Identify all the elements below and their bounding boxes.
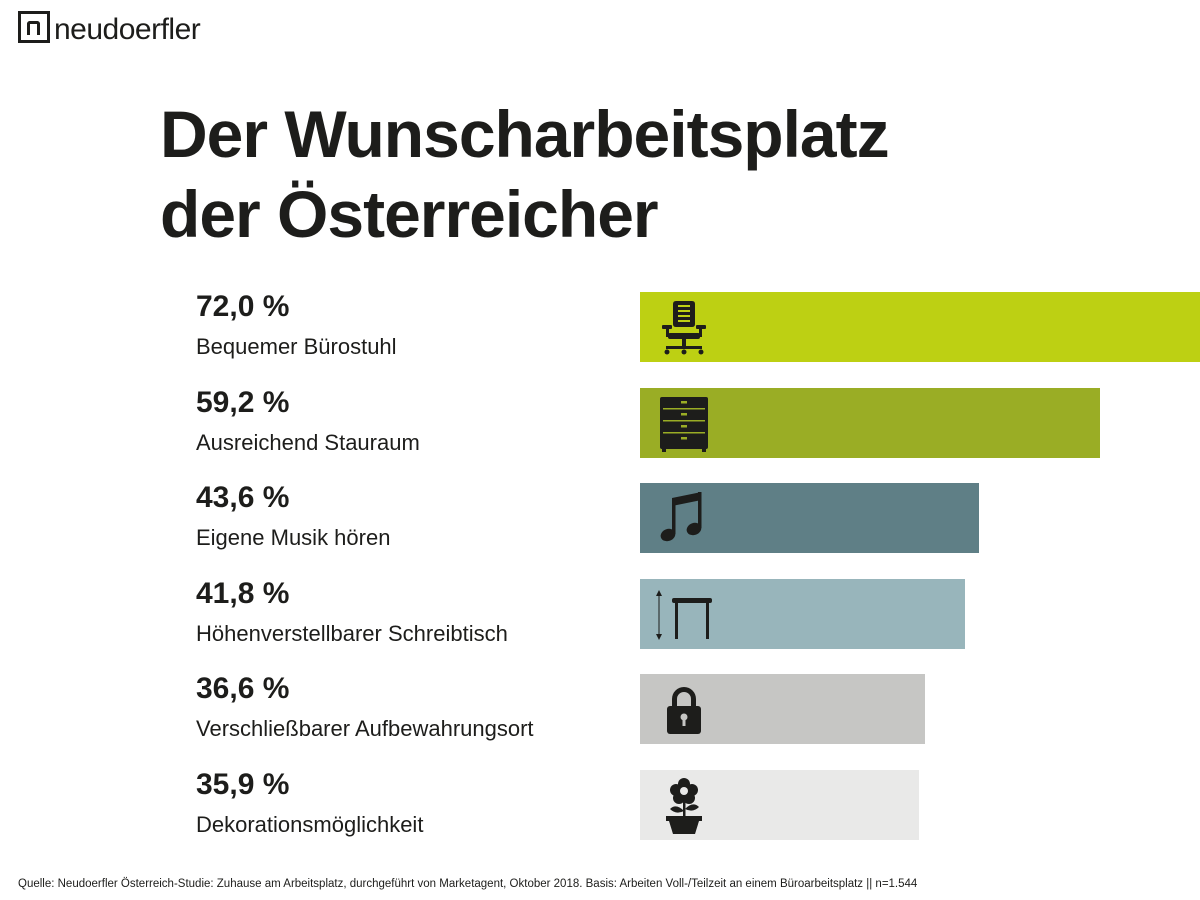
brand-logo: neudoerfler	[18, 8, 201, 46]
logo-text: neudoerfler	[54, 13, 201, 46]
bar-value-label: 59,2 %	[196, 385, 290, 419]
bar-category-label: Verschließbarer Aufbewahrungsort	[196, 716, 534, 741]
bar-category-label: Bequemer Bürostuhl	[196, 334, 397, 359]
bar-category-label: Höhenverstellbarer Schreibtisch	[196, 620, 508, 646]
bar-row: 59,2 % Ausreichend Stauraum	[0, 385, 1200, 468]
drawer-cabinet-icon	[660, 396, 708, 452]
chart-title-line-2: der Österreicher	[160, 177, 659, 251]
bar	[640, 387, 1100, 458]
padlock-icon	[667, 687, 701, 734]
bar	[640, 292, 1200, 362]
bar	[640, 483, 979, 553]
bar	[640, 769, 919, 840]
source-note: Quelle: Neudoerfler Österreich-Studie: Z…	[18, 878, 918, 890]
bar-category-label: Eigene Musik hören	[196, 525, 391, 550]
bar-row: 36,6 % Verschließbarer Aufbewahrungsort	[0, 672, 1200, 754]
office-chair-icon	[662, 301, 706, 355]
bar-value-label: 35,9 %	[196, 767, 290, 801]
bar-category-label: Ausreichend Stauraum	[196, 429, 420, 455]
bar-row: 72,0 % Bequemer Bürostuhl	[0, 290, 1200, 372]
flower-pot-icon	[666, 777, 702, 834]
logo-mark-icon	[18, 11, 50, 43]
bar	[640, 674, 925, 744]
bar-value-label: 43,6 %	[196, 481, 290, 514]
bar	[640, 578, 965, 649]
chart-title-line-1: Der Wunscharbeitsplatz	[160, 97, 890, 171]
bar-row: 35,9 % Dekorationsmöglichkeit	[0, 767, 1200, 850]
height-adjustable-desk-icon	[656, 589, 712, 640]
bar-row: 41,8 % Höhenverstellbarer Schreibtisch	[0, 576, 1200, 659]
bar-value-label: 72,0 %	[196, 290, 290, 323]
chart-title: Der Wunscharbeitsplatz der Österreicher	[160, 94, 890, 254]
bar-value-label: 41,8 %	[196, 576, 290, 610]
bar-row: 43,6 % Eigene Musik hören	[0, 481, 1200, 563]
bar-value-label: 36,6 %	[196, 672, 290, 705]
bar-category-label: Dekorationsmöglichkeit	[196, 811, 424, 837]
music-note-icon	[660, 492, 702, 542]
